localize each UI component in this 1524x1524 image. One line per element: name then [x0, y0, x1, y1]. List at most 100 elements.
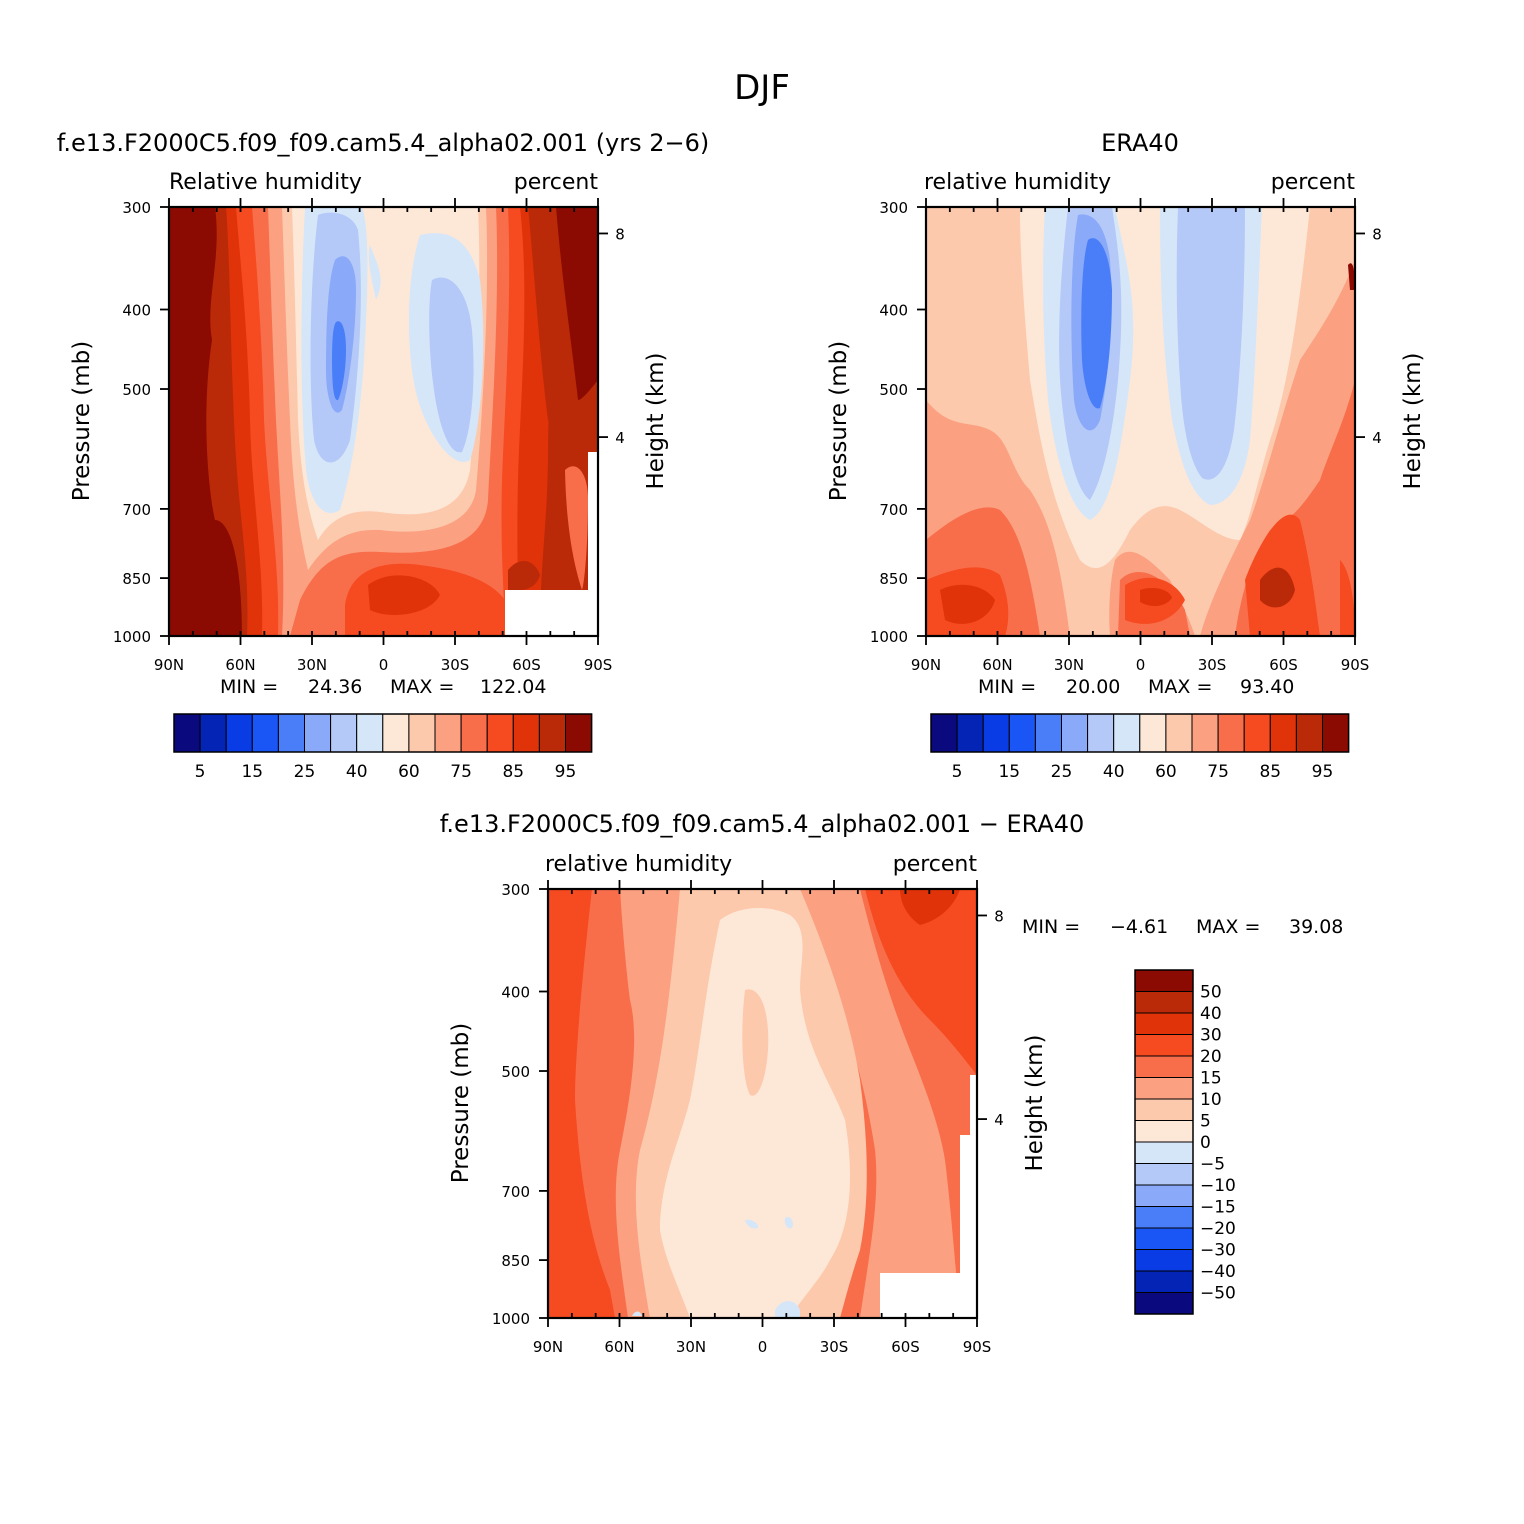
panel-difference-contour-field [548, 889, 977, 1318]
panel-obs-height-axis-label: Height (km) [1400, 352, 1426, 489]
colorbar-swatch [1034, 713, 1063, 753]
colorbar-swatch [512, 713, 540, 753]
panel-model-min-value: 24.36 [308, 676, 362, 698]
panel-obs-units-label: percent [1271, 170, 1356, 195]
panel-model-axes: 90N 60N 30N 0 30S 60S 90S 300 400 500 700 850 1000 8 4 [113, 198, 625, 674]
colorbar-swatch [1217, 713, 1245, 753]
x-tick-label: 90N [533, 1338, 563, 1356]
y-tick-label: 700 [122, 501, 151, 519]
colorbar-swatch [1134, 1098, 1194, 1121]
colorbar-label: 5 [195, 762, 206, 782]
contour-fill [784, 1216, 793, 1229]
y-tick-label: 1000 [492, 1310, 530, 1328]
contour-fill [548, 889, 615, 1318]
colorbar-label: 10 [1200, 1090, 1222, 1110]
panel-difference-max-label: MAX = [1196, 916, 1260, 938]
colorbar-swatch [1295, 713, 1324, 753]
colorbar-label: 40 [1103, 762, 1125, 782]
colorbar-label: 15 [998, 762, 1020, 782]
y-tick-label: 1000 [113, 628, 151, 646]
panel-obs-colorbar: 5 15 25 40 60 75 85 95 [930, 713, 1350, 782]
colorbar-label: 25 [294, 762, 316, 782]
colorbar-label: 85 [1259, 762, 1281, 782]
x-tick-label: 0 [758, 1338, 768, 1356]
panel-difference-y-axis-label: Pressure (mb) [448, 1023, 474, 1183]
colorbar-swatch [1269, 713, 1297, 753]
colorbar-label: 95 [1312, 762, 1334, 782]
panel-model-colorbar: 5 15 25 40 60 75 85 95 [173, 713, 593, 782]
colorbar-swatch [408, 713, 436, 753]
colorbar-label: 5 [952, 762, 963, 782]
y-tick-label: 300 [879, 199, 908, 217]
x-tick-label: 0 [1136, 656, 1146, 674]
colorbar-frame [173, 713, 593, 753]
colorbar-swatch [1134, 1055, 1194, 1078]
colorbar-swatch [930, 713, 958, 753]
panel-model: f.e13.F2000C5.f09_f09.cam5.4_alpha02.001… [57, 129, 710, 782]
colorbar-label: 25 [1051, 762, 1073, 782]
contour-fill [1176, 207, 1245, 480]
colorbar-swatch [1134, 969, 1194, 992]
height-tick-label: 4 [615, 429, 625, 447]
colorbar-label: −20 [1200, 1219, 1236, 1239]
y-tick-label: 500 [122, 381, 151, 399]
panel-model-units-label: percent [514, 170, 599, 195]
x-tick-label: 0 [379, 656, 389, 674]
colorbar-label: 50 [1200, 983, 1222, 1003]
x-tick-label: 60S [891, 1338, 920, 1356]
x-tick-label: 30S [820, 1338, 849, 1356]
colorbar-swatch [1008, 713, 1036, 753]
colorbar-label: −10 [1200, 1176, 1236, 1196]
colorbar-swatch [382, 713, 410, 753]
y-tick-label: 1000 [870, 628, 908, 646]
panel-obs-max-value: 93.40 [1240, 676, 1294, 698]
y-tick-label: 300 [122, 199, 151, 217]
colorbar-label: 95 [555, 762, 577, 782]
colorbar-label: −5 [1200, 1155, 1225, 1175]
colorbar-swatch [538, 713, 567, 753]
x-tick-label: 90N [911, 656, 941, 674]
x-tick-label: 60S [1269, 656, 1298, 674]
contour-fill [660, 908, 850, 1318]
colorbar-label: 75 [450, 762, 472, 782]
panel-difference-max-value: 39.08 [1289, 916, 1343, 938]
y-tick-label: 400 [879, 302, 908, 320]
x-tick-label: 30S [441, 656, 470, 674]
colorbar-label: 60 [1155, 762, 1177, 782]
colorbar-swatch [1134, 1077, 1194, 1100]
panel-difference-title: f.e13.F2000C5.f09_f09.cam5.4_alpha02.001… [440, 810, 1085, 838]
x-tick-label: 30S [1198, 656, 1227, 674]
colorbar-label: −50 [1200, 1284, 1236, 1304]
panel-difference-units-label: percent [893, 852, 978, 877]
contour-fill [865, 889, 977, 1075]
colorbar-label: 60 [398, 762, 420, 782]
contour-fill [556, 207, 598, 400]
colorbar-frame [1134, 969, 1194, 1315]
colorbar-swatch [486, 713, 514, 753]
panel-model-max-label: MAX = [390, 676, 454, 698]
panel-difference-variable-label: relative humidity [545, 852, 732, 877]
contour-fill [745, 1219, 759, 1229]
colorbar-label: 40 [1200, 1004, 1222, 1024]
panel-obs-axes: 90N 60N 30N 0 30S 60S 90S 300 400 500 700 850 1000 8 4 [870, 198, 1382, 674]
colorbar-swatch [173, 713, 201, 753]
height-tick-label: 8 [1372, 225, 1382, 243]
contour-fill [429, 277, 474, 453]
x-tick-label: 30N [676, 1338, 706, 1356]
missing-data-mask [588, 452, 598, 636]
panel-difference: f.e13.F2000C5.f09_f09.cam5.4_alpha02.001… [440, 810, 1344, 1356]
colorbar-swatch [1134, 1012, 1194, 1035]
contour-fill [900, 889, 960, 925]
contour-fill [565, 466, 588, 590]
contour-fill [940, 584, 995, 624]
panel-obs-y-axis-label: Pressure (mb) [826, 341, 852, 501]
colorbar-swatch [1134, 1163, 1194, 1186]
x-tick-label: 60N [604, 1338, 634, 1356]
colorbar-swatch [199, 713, 227, 753]
x-tick-label: 60N [225, 656, 255, 674]
y-tick-label: 700 [501, 1183, 530, 1201]
colorbar-swatch [1322, 713, 1350, 753]
colorbar-label: 15 [241, 762, 263, 782]
contour-fill [1340, 560, 1355, 636]
colorbar-swatch [1165, 713, 1193, 753]
